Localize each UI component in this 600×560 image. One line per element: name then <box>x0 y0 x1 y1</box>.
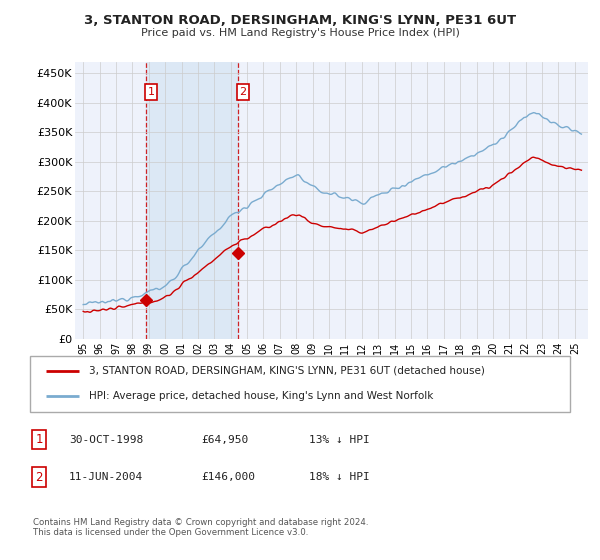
FancyBboxPatch shape <box>30 356 570 412</box>
Bar <box>146 62 238 339</box>
Text: £64,950: £64,950 <box>201 435 248 445</box>
Text: 11-JUN-2004: 11-JUN-2004 <box>69 472 143 482</box>
Text: 3, STANTON ROAD, DERSINGHAM, KING'S LYNN, PE31 6UT: 3, STANTON ROAD, DERSINGHAM, KING'S LYNN… <box>84 14 516 27</box>
Text: 3, STANTON ROAD, DERSINGHAM, KING'S LYNN, PE31 6UT (detached house): 3, STANTON ROAD, DERSINGHAM, KING'S LYNN… <box>89 366 485 376</box>
Text: Contains HM Land Registry data © Crown copyright and database right 2024.
This d: Contains HM Land Registry data © Crown c… <box>33 518 368 538</box>
Text: 2: 2 <box>239 87 247 97</box>
Text: 13% ↓ HPI: 13% ↓ HPI <box>309 435 370 445</box>
Text: Price paid vs. HM Land Registry's House Price Index (HPI): Price paid vs. HM Land Registry's House … <box>140 28 460 38</box>
Text: 1: 1 <box>148 87 155 97</box>
Text: 2: 2 <box>35 470 43 484</box>
Text: £146,000: £146,000 <box>201 472 255 482</box>
Text: HPI: Average price, detached house, King's Lynn and West Norfolk: HPI: Average price, detached house, King… <box>89 391 434 402</box>
Text: 30-OCT-1998: 30-OCT-1998 <box>69 435 143 445</box>
Text: 18% ↓ HPI: 18% ↓ HPI <box>309 472 370 482</box>
Text: 1: 1 <box>35 433 43 446</box>
